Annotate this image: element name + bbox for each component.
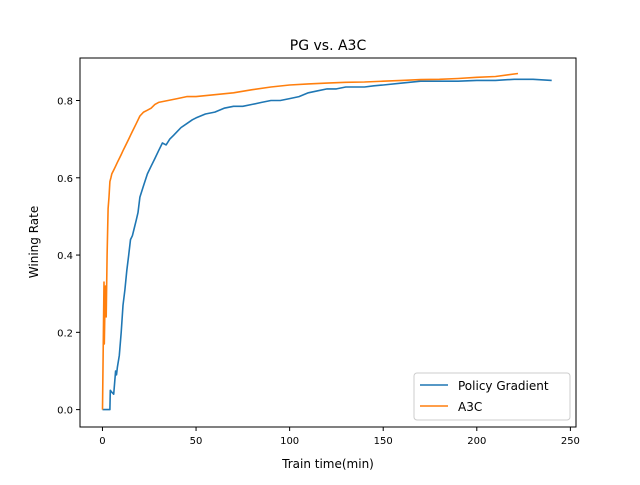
y-tick-label: 0.6 (57, 174, 73, 185)
legend: Policy Gradient A3C (413, 372, 571, 421)
plot-area (101, 72, 552, 411)
y-tick-label: 0.8 (57, 97, 73, 108)
y-tick-label: 0.4 (57, 251, 73, 262)
y-axis: 0.0 0.2 0.4 0.6 0.8 (57, 97, 80, 417)
x-tick-label: 50 (190, 436, 203, 447)
series-line-a3c (101, 72, 519, 410)
x-tick-label: 0 (99, 436, 105, 447)
x-tick-label: 250 (561, 436, 580, 447)
x-axis-label: Train time(min) (281, 457, 374, 471)
y-tick-label: 0.0 (57, 406, 73, 417)
chart-title: PG vs. A3C (290, 38, 367, 54)
x-axis: 0 50 100 150 200 250 (99, 427, 580, 447)
y-axis-label: Wining Rate (27, 206, 41, 278)
legend-box (413, 372, 571, 421)
y-tick-label: 0.2 (57, 328, 73, 339)
legend-label-policy-gradient: Policy Gradient (458, 379, 549, 393)
x-tick-label: 150 (374, 436, 393, 447)
axes-frame (79, 57, 577, 428)
x-tick-label: 100 (280, 436, 299, 447)
series-line-policy-gradient (102, 78, 552, 411)
legend-label-a3c: A3C (458, 400, 482, 414)
x-tick-label: 200 (467, 436, 486, 447)
